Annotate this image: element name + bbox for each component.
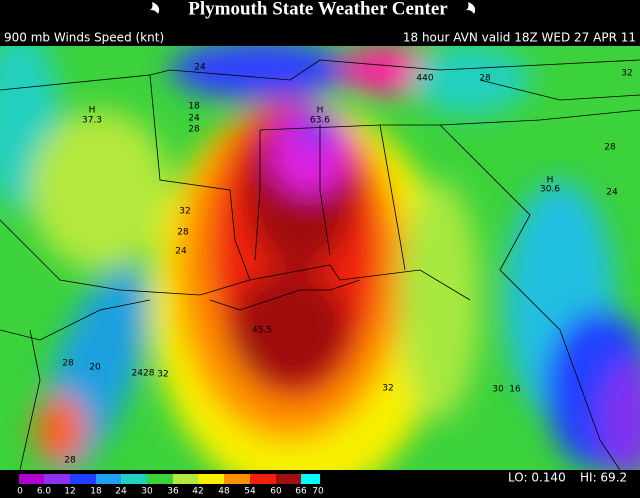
map-label: 24 [606,188,618,198]
colorbar-tick-label: 0 [17,487,23,497]
stat-hi: HI: 69.2 [580,471,627,485]
stat-lo: LO: 0.140 [508,471,566,485]
map-label: 28 [177,228,189,238]
map-label: H [317,106,324,116]
map-label: 28 [64,456,76,466]
map-label: 28 [479,74,491,84]
map-label: 24 [188,114,200,124]
map-label: 16 [509,385,521,395]
colorbar-tick-label: 30 [141,487,153,497]
colorbar-tick-label: 54 [244,487,256,497]
colorbar-tick-label: 66 [295,487,307,497]
colorbar [19,474,320,484]
map-label: 24 [175,247,187,257]
colorbar-tick-label: 42 [192,487,203,497]
map-label: 32 [179,207,190,217]
colorbar-tick-label: 60 [270,487,282,497]
subtitle-left: 900 mb Winds Speed (knt) [4,31,164,45]
hurricane-icon [464,2,476,14]
colorbar-tick-label: 70 [312,487,324,497]
subtitle-right: 18 hour AVN valid 18Z WED 27 APR 11 [403,31,636,45]
colorbar-tick-label: 6.0 [37,487,52,497]
map-label: 28 [188,125,200,135]
colorbar-tick-label: 36 [167,487,179,497]
map-label: 32 [382,384,393,394]
map-label: 28 [604,143,616,153]
map-label: H [547,176,554,186]
map-label: H [89,106,96,116]
map-label: 30.6 [540,185,560,195]
map-label: 30 [492,385,504,395]
map-label: 18 [188,102,200,112]
colorbar-tick-label: 12 [64,487,75,497]
map-label: 37.3 [82,116,102,126]
map-label: 2428 [132,369,155,379]
state-boundaries [0,59,640,470]
map-label: 440 [416,74,433,84]
map-label: 32 [157,370,168,380]
colorbar-tick-label: 24 [115,487,127,497]
hurricane-icon [148,2,160,14]
map-label: 28 [62,359,74,369]
map-label: 63.6 [310,116,330,126]
wind-field [0,46,640,470]
header-title: Plymouth State Weather Center [188,0,448,19]
map-label: 45.5 [252,326,272,336]
colorbar-tick-label: 18 [90,487,102,497]
map-label: 24 [194,63,206,73]
map-label: 20 [89,363,101,373]
colorbar-tick-label: 48 [218,487,230,497]
map-label: 32 [621,69,632,79]
